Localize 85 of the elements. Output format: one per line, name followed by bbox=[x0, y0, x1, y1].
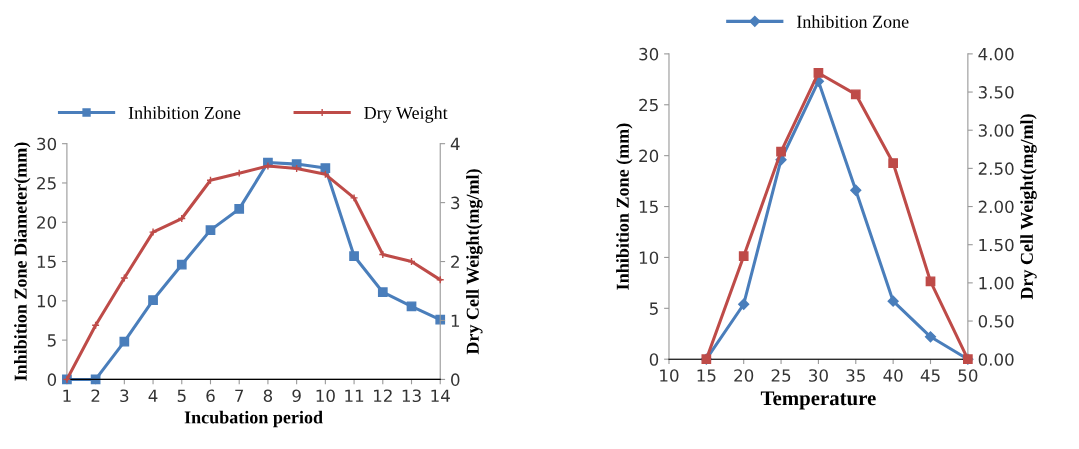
point bbox=[924, 331, 937, 343]
x-tick-label: 7 bbox=[235, 389, 244, 402]
point bbox=[850, 184, 862, 196]
y-tick-label: 10 bbox=[37, 294, 57, 308]
point bbox=[436, 275, 445, 284]
point bbox=[119, 336, 130, 347]
x-axis-title: Temperature bbox=[760, 391, 876, 410]
y-axis-title: Inhibition Zone Diameter(mm) bbox=[14, 142, 31, 381]
y-tick-label: 5 bbox=[649, 302, 658, 315]
x-axis-title: Incubation period bbox=[184, 410, 323, 428]
point bbox=[776, 146, 786, 157]
point bbox=[435, 314, 446, 325]
y2-tick-label: 2.00 bbox=[978, 200, 1014, 214]
legend-label: Inhibition Zone bbox=[796, 15, 909, 28]
point bbox=[120, 273, 129, 283]
x-tick-label: 13 bbox=[402, 389, 421, 403]
y2-tick-label: 2.50 bbox=[978, 162, 1014, 175]
point bbox=[205, 225, 216, 235]
y2-axis-title: Dry Cell Weight(mg/ml) bbox=[466, 169, 483, 355]
point bbox=[813, 68, 824, 78]
point bbox=[738, 298, 750, 310]
x-tick-label: 1 bbox=[63, 389, 71, 402]
y-tick-label: 15 bbox=[639, 200, 658, 214]
x-tick-label: 45 bbox=[920, 369, 940, 382]
x-tick-label: 6 bbox=[206, 389, 215, 403]
x-tick-label: 5 bbox=[177, 389, 186, 403]
y2-tick-label: 0 bbox=[451, 373, 460, 386]
y2-tick-label: 4 bbox=[450, 137, 460, 151]
y2-tick-label: 3.50 bbox=[978, 86, 1014, 99]
y-axis-title: Inhibition Zone (mm) bbox=[616, 123, 633, 290]
x-tick-label: 2 bbox=[91, 389, 100, 402]
y-tick-label: 25 bbox=[639, 98, 658, 112]
y2-tick-label: 1.50 bbox=[979, 238, 1014, 252]
point bbox=[738, 251, 749, 262]
point bbox=[925, 276, 936, 287]
point bbox=[91, 321, 100, 330]
point bbox=[377, 287, 388, 298]
y2-tick-label: 4.00 bbox=[978, 47, 1014, 61]
point bbox=[234, 204, 245, 214]
x-tick-label: 3 bbox=[120, 389, 129, 403]
y2-tick-label: 3 bbox=[451, 196, 460, 210]
y-tick-label: 15 bbox=[37, 255, 56, 269]
y-tick-label: 5 bbox=[47, 334, 56, 347]
y2-tick-label: 0.00 bbox=[978, 353, 1014, 366]
y-tick-label: 25 bbox=[37, 176, 56, 190]
point bbox=[349, 251, 359, 261]
y-tick-label: 30 bbox=[639, 47, 659, 61]
x-tick-label: 40 bbox=[883, 369, 903, 382]
y2-tick-label: 1 bbox=[451, 314, 460, 327]
x-tick-label: 15 bbox=[697, 369, 716, 382]
y-tick-label: 0 bbox=[47, 373, 57, 386]
legend-label: Dry Weight bbox=[364, 106, 448, 123]
point bbox=[887, 295, 899, 307]
y-tick-label: 20 bbox=[639, 149, 659, 163]
point bbox=[148, 227, 158, 237]
x-tick-label: 4 bbox=[148, 389, 158, 402]
x-tick-label: 10 bbox=[316, 389, 335, 403]
point bbox=[176, 259, 187, 270]
x-tick-label: 9 bbox=[292, 389, 301, 403]
y-tick-label: 20 bbox=[37, 216, 57, 229]
y2-tick-label: 1.00 bbox=[979, 276, 1014, 290]
point bbox=[320, 163, 331, 173]
y-tick-label: 30 bbox=[37, 137, 57, 151]
y-tick-label: 0 bbox=[649, 353, 659, 366]
point bbox=[349, 193, 359, 203]
x-tick-label: 25 bbox=[771, 369, 791, 382]
y2-tick-label: 2 bbox=[451, 255, 459, 268]
x-tick-label: 30 bbox=[809, 369, 828, 382]
x-tick-label: 8 bbox=[263, 389, 273, 403]
x-tick-label: 11 bbox=[345, 389, 364, 402]
x-tick-label: 10 bbox=[660, 369, 679, 382]
y2-tick-label: 0.50 bbox=[978, 315, 1014, 328]
x-tick-label: 12 bbox=[374, 389, 392, 402]
y2-tick-label: 3.00 bbox=[978, 124, 1014, 137]
x-tick-label: 50 bbox=[958, 369, 978, 382]
x-tick-label: 20 bbox=[734, 369, 754, 382]
point bbox=[148, 295, 158, 305]
x-tick-label: 35 bbox=[846, 369, 865, 382]
y-tick-label: 10 bbox=[639, 251, 659, 264]
point bbox=[850, 89, 861, 100]
y2-axis-title: Dry Cell Weight(mg/ml) bbox=[1020, 114, 1037, 300]
legend-label: Inhibition Zone bbox=[128, 106, 241, 119]
point bbox=[888, 158, 899, 168]
point bbox=[406, 301, 417, 312]
x-tick-label: 14 bbox=[431, 389, 450, 402]
